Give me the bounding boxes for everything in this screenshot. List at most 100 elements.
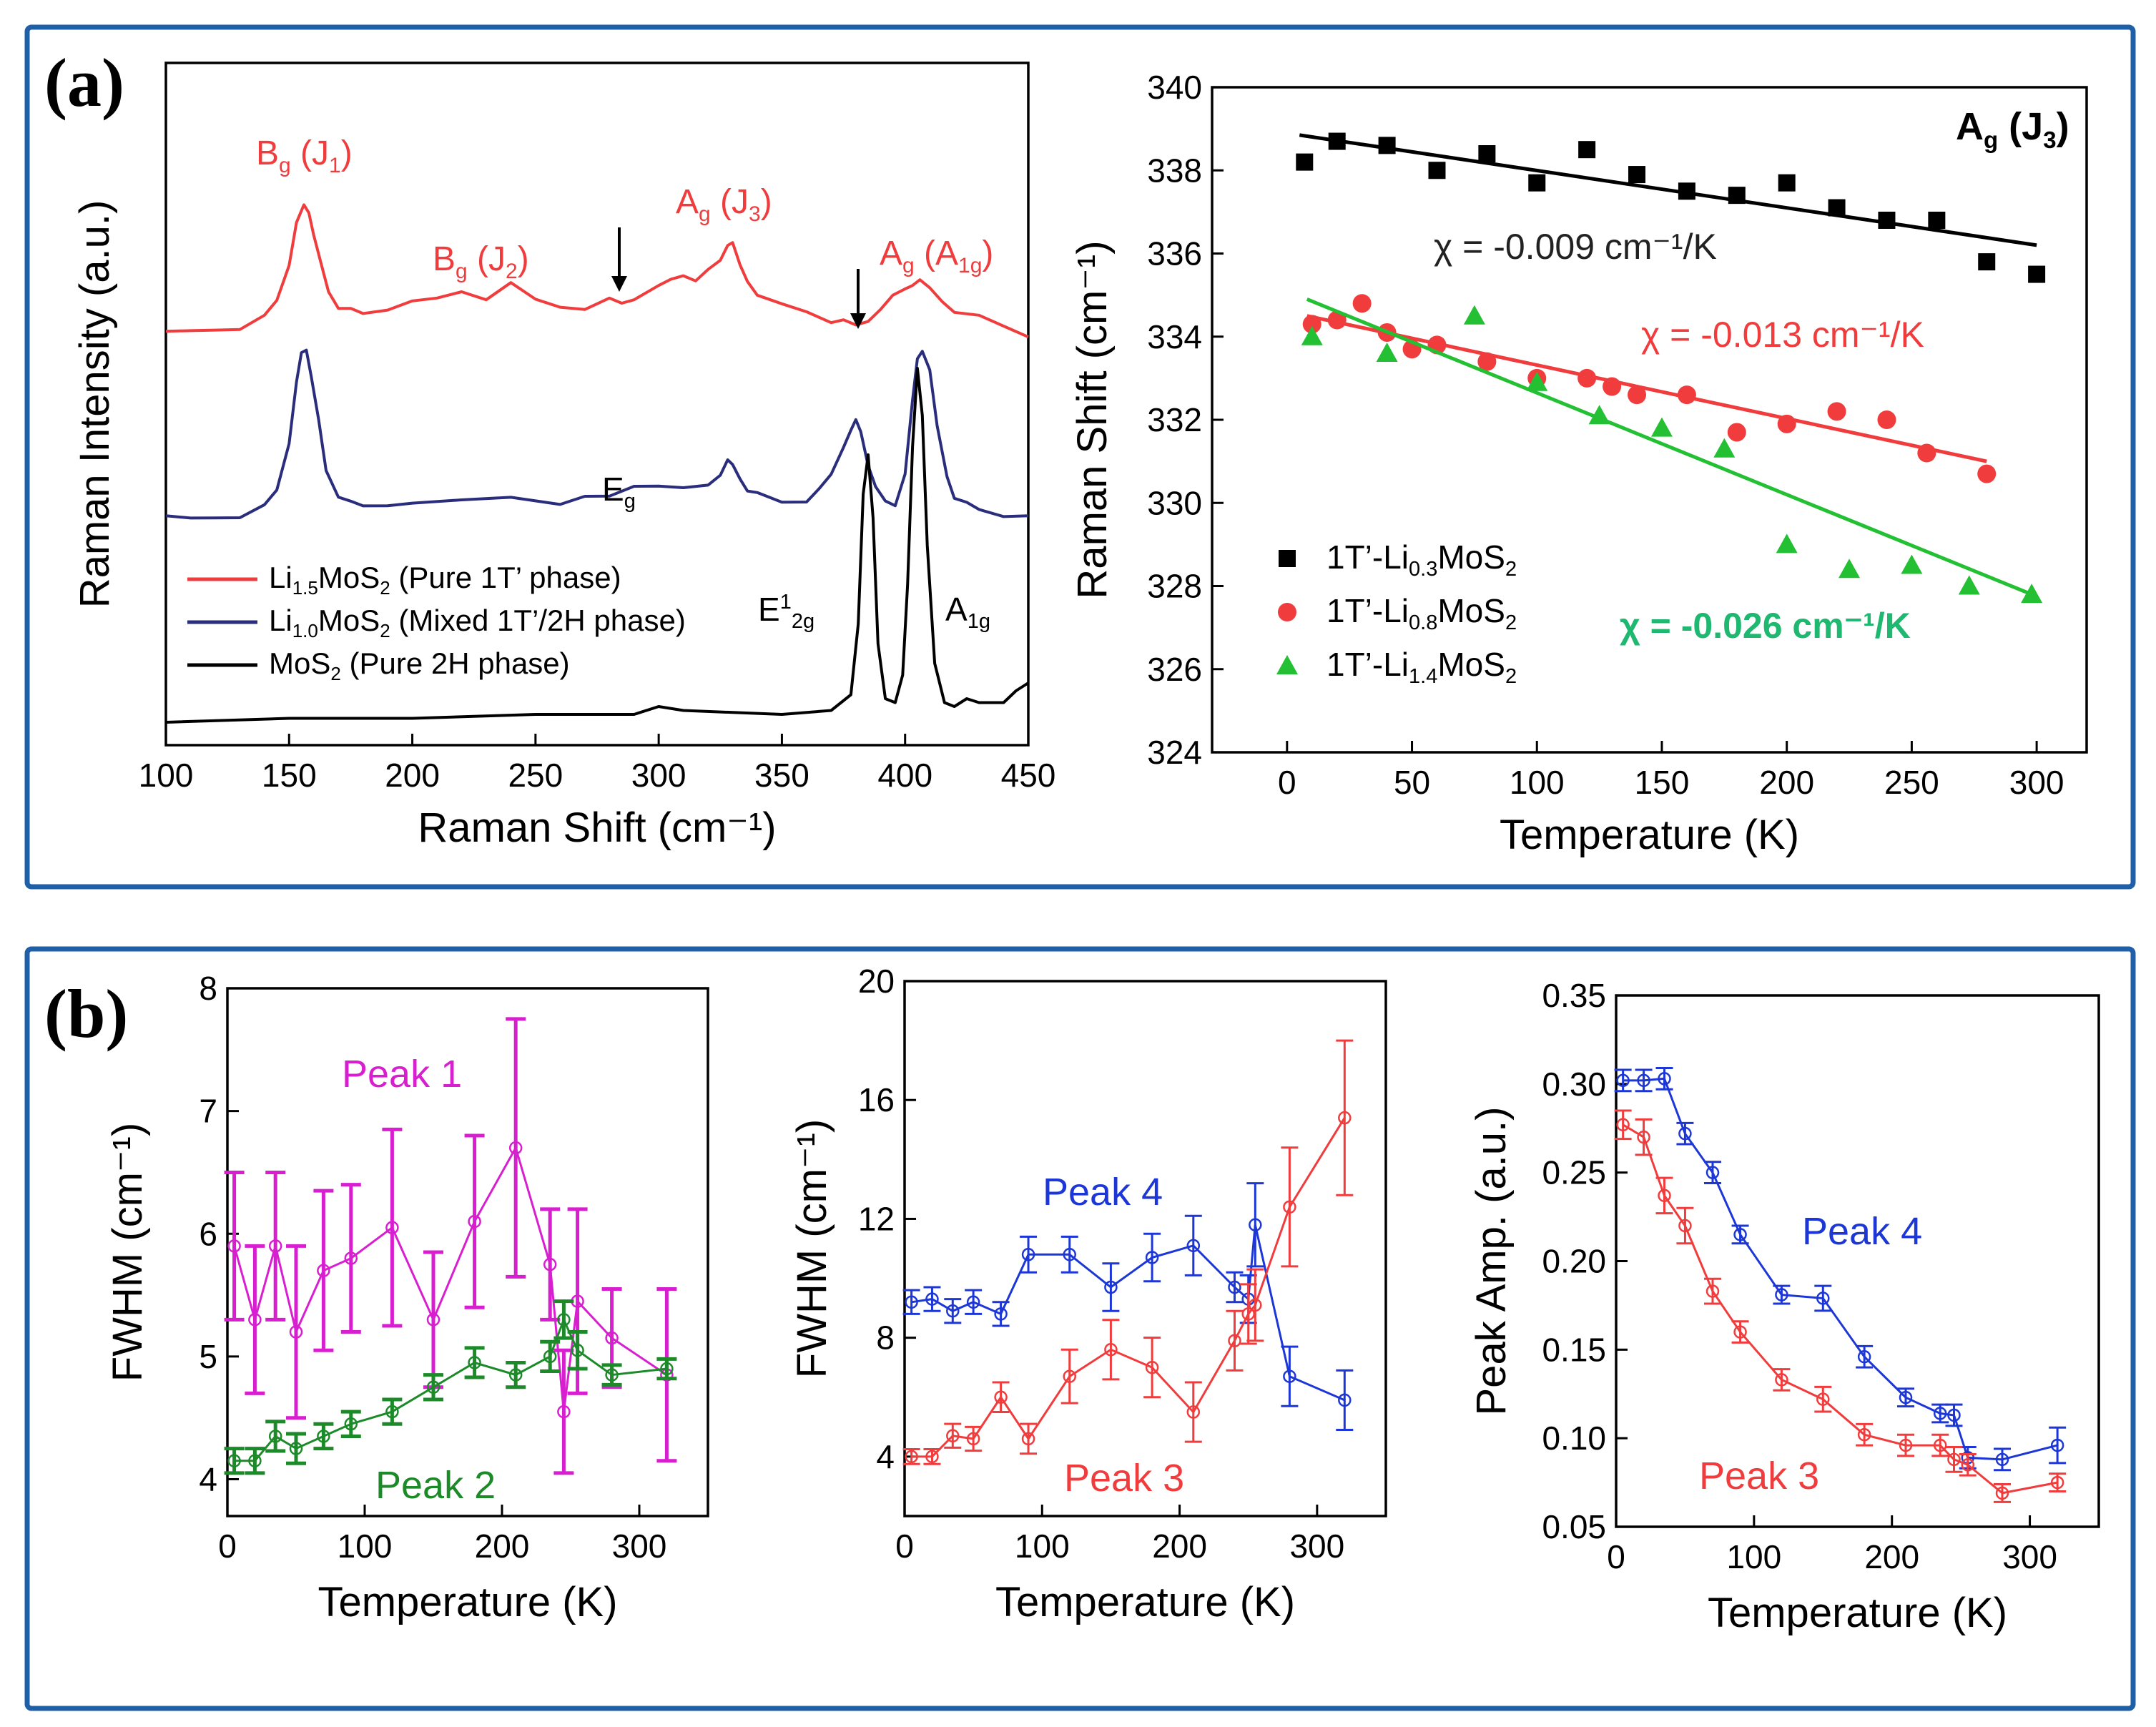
- data-point: [1021, 1432, 1035, 1446]
- panel-a-label: (a): [44, 44, 124, 121]
- legend-entry-part: Li: [269, 561, 292, 594]
- data-point: [1658, 1072, 1671, 1086]
- data-point: [1901, 554, 1923, 574]
- data-point: [1338, 1393, 1352, 1407]
- annotation-bg-j1-part: B: [256, 134, 279, 172]
- y-tick-label: 324: [1147, 734, 1202, 771]
- x-tick-label: 200: [1152, 1527, 1207, 1565]
- annotation-bg-j1-part: g: [279, 154, 291, 177]
- panel-a-frame: [24, 24, 2136, 890]
- data-point: [1828, 199, 1846, 217]
- legend-marker: [1278, 603, 1296, 621]
- data-point: [1677, 385, 1696, 405]
- x-tick-label: 250: [1884, 764, 1939, 801]
- data-point: [2050, 1438, 2064, 1452]
- y-tick-label: 0.10: [1542, 1420, 1606, 1457]
- x-axis-label: Temperature (K): [995, 1579, 1295, 1625]
- annotation-ag-j3-part: ): [761, 183, 772, 221]
- annotation-a1g-part: 1g: [968, 610, 990, 633]
- legend-entry: Li1.5​MoS2​ (Pure 1T’ phase): [269, 561, 621, 599]
- y-tick-label: 12: [858, 1200, 895, 1237]
- annotation-bg-j2-part: B: [433, 240, 456, 278]
- data-point: [1995, 1452, 2009, 1467]
- x-tick-label: 300: [631, 757, 686, 794]
- y-tick-label: 338: [1147, 152, 1202, 189]
- data-point: [571, 1344, 584, 1357]
- series-label: Peak 3: [1699, 1455, 1819, 1497]
- y-axis-label: FWHM (cm⁻¹): [789, 1119, 835, 1378]
- data-point: [1816, 1291, 1830, 1305]
- data-point: [1778, 174, 1796, 192]
- data-point: [426, 1380, 440, 1394]
- legend-entry-part: 2: [330, 663, 340, 684]
- data-point: [905, 1450, 918, 1464]
- legend-entry-part: 2: [1505, 665, 1517, 688]
- data-point: [1145, 1251, 1159, 1264]
- chart-title-part: 3: [2043, 127, 2056, 153]
- data-point: [1775, 1288, 1788, 1302]
- x-tick-label: 300: [2009, 764, 2064, 801]
- arrow-head: [611, 276, 627, 292]
- data-point: [1899, 1438, 1913, 1452]
- data-point: [1296, 153, 1314, 171]
- data-point: [1827, 402, 1846, 421]
- x-axis-label: Temperature (K): [318, 1579, 617, 1625]
- legend-entry-part: 1.0: [292, 620, 318, 641]
- data-point: [344, 1251, 358, 1265]
- legend-entry-part: MoS: [1437, 646, 1505, 683]
- annotation-bg-j2-part: (J: [468, 240, 506, 278]
- legend-entry-part: 1T’-Li: [1326, 538, 1409, 576]
- data-point: [1578, 141, 1596, 159]
- fit-slope-label: χ = -0.026 cm⁻¹/K: [1620, 606, 1911, 646]
- x-tick-label: 100: [139, 757, 194, 794]
- legend-entry-part: MoS: [269, 646, 330, 680]
- raman-spectra-chart: 100 150 200 250 300 350 400 450 Raman Shift (cm⁻…: [72, 61, 1055, 851]
- data-point: [1947, 1408, 1961, 1422]
- data-point: [1577, 368, 1597, 388]
- y-tick-label: 8: [199, 970, 217, 1007]
- series-label: Peak 4: [1043, 1171, 1163, 1214]
- data-point: [1878, 212, 1896, 229]
- peak-amplitude-chart: 0 100 200 300 0.05 0.10 0.15 0.20 0.25 0.30 0.35 Te…: [1468, 977, 2100, 1636]
- y-tick-label: 326: [1147, 651, 1202, 688]
- data-point: [1977, 464, 1997, 483]
- y-tick-label: 332: [1147, 401, 1202, 438]
- data-point: [1376, 343, 1398, 362]
- data-point: [1327, 310, 1347, 330]
- data-point: [994, 1307, 1008, 1321]
- x-tick-label: 100: [1510, 764, 1565, 801]
- data-point: [1104, 1280, 1118, 1294]
- data-point: [1228, 1334, 1241, 1348]
- y-tick-label: 0.20: [1542, 1243, 1606, 1280]
- plot-frame: [164, 61, 1030, 747]
- x-tick-label: 0: [1607, 1538, 1625, 1575]
- legend-marker: [1279, 550, 1296, 567]
- annotation-e12g: E1​2g​: [758, 591, 814, 633]
- y-tick-label: 340: [1147, 69, 1202, 106]
- panel-b-frame: [24, 946, 2136, 1711]
- annotation-bg-j2-part: 2: [506, 260, 518, 283]
- x-tick-label: 150: [262, 757, 317, 794]
- data-point: [1728, 187, 1746, 205]
- legend-entry-part: 2: [1505, 558, 1517, 581]
- data-point: [1588, 405, 1610, 425]
- annotation-ag-a1g-part: A: [880, 235, 902, 272]
- data-point: [905, 1295, 918, 1309]
- x-tick-label: 300: [1289, 1527, 1344, 1565]
- panel-b-label: (b): [44, 975, 128, 1052]
- data-point: [385, 1404, 399, 1419]
- data-point: [317, 1264, 330, 1277]
- y-tick-label: 330: [1147, 484, 1202, 521]
- data-point: [1857, 1349, 1871, 1364]
- data-point: [1933, 1407, 1947, 1420]
- spectrum-line: [165, 348, 1029, 520]
- y-tick-label: 20: [858, 963, 895, 1000]
- data-point: [1145, 1360, 1159, 1374]
- data-point: [1650, 417, 1673, 437]
- annotation-bg-j2-part: ): [518, 240, 529, 278]
- x-axis-label: Temperature (K): [1708, 1590, 2007, 1636]
- y-tick-label: 0.25: [1542, 1154, 1606, 1191]
- annotation-a1g-part: A: [945, 591, 968, 628]
- data-point: [1616, 1118, 1630, 1132]
- x-tick-label: 150: [1635, 764, 1690, 801]
